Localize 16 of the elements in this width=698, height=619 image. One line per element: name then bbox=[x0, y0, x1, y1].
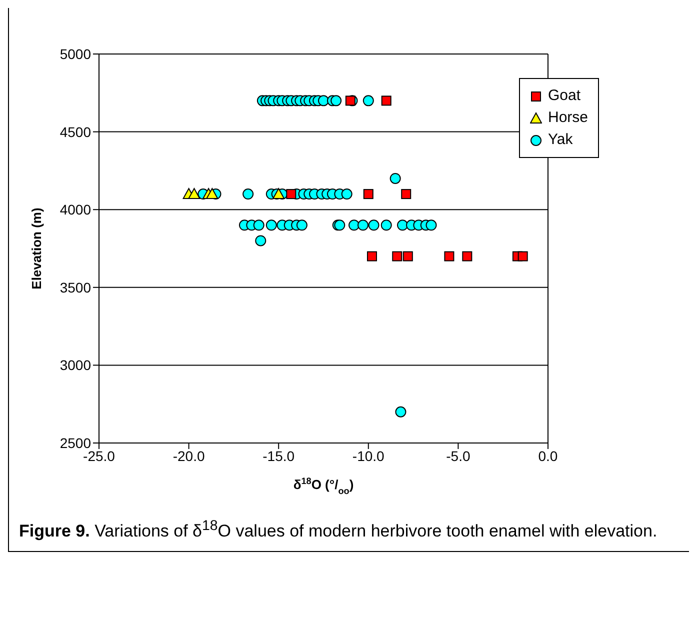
legend-label: Horse bbox=[548, 108, 588, 128]
x-tick-label: -10.0 bbox=[352, 448, 385, 464]
x-axis-title: δ$^{18}$O (°/$_{oo}$) bbox=[293, 476, 354, 496]
x-tick-label: -15.0 bbox=[262, 448, 295, 464]
y-tick-label: 4000 bbox=[60, 202, 92, 218]
y-tick-label: 5000 bbox=[60, 46, 92, 62]
y-tick-label: 3000 bbox=[60, 357, 92, 374]
y-tick-label: 3500 bbox=[60, 279, 92, 296]
x-tick-label: 0.0 bbox=[538, 448, 558, 464]
x-tick-label: -5.0 bbox=[446, 448, 470, 464]
legend-label: Goat bbox=[548, 86, 581, 106]
text: Figure 9. Variations of δ$^{18}$O values of modern herbivore tooth enamel with elevation. bbox=[18, 517, 658, 543]
x-tick-label: -20.0 bbox=[172, 448, 205, 464]
legend-label: Yak bbox=[548, 130, 573, 150]
y-axis-title: Elevation (m) bbox=[29, 208, 44, 290]
y-tick-label: 4500 bbox=[60, 124, 92, 140]
